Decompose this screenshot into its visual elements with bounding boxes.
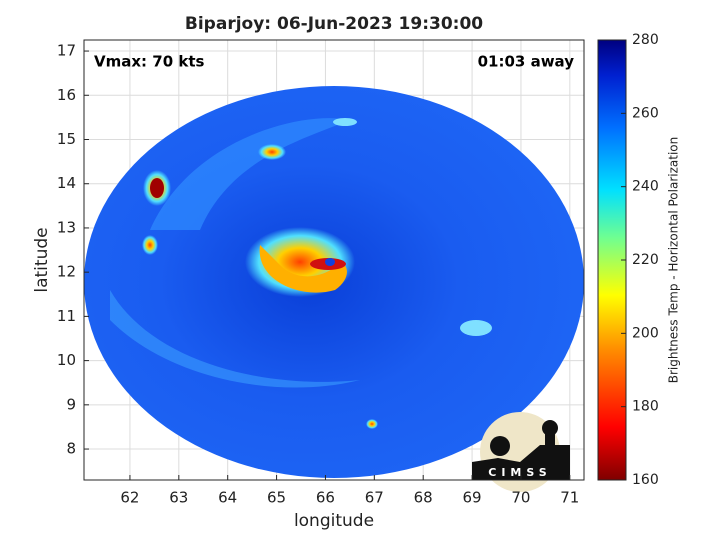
cloud-band xyxy=(150,118,350,230)
logo-text: CIMSS xyxy=(488,466,551,479)
chart-title: Biparjoy: 06-Jun-2023 19:30:00 xyxy=(185,14,483,34)
x-axis-label: longitude xyxy=(294,511,374,531)
convection xyxy=(258,144,286,160)
logo-silhouette xyxy=(472,430,570,480)
x-tick-label: 64 xyxy=(218,489,237,507)
y-tick-label: 8 xyxy=(66,440,76,458)
colorbar-tick-label: 180 xyxy=(632,399,659,415)
y-tick-label: 10 xyxy=(57,351,76,369)
colorbar-tick-label: 220 xyxy=(632,252,659,268)
y-tick-label: 11 xyxy=(57,307,76,325)
x-tick-label: 65 xyxy=(267,489,286,507)
satellite-image xyxy=(84,86,584,478)
convection xyxy=(366,419,378,429)
y-tick-label: 13 xyxy=(57,218,76,236)
logo-dish xyxy=(490,436,510,456)
x-tick-label: 67 xyxy=(365,489,384,507)
colorbar-tick-label: 160 xyxy=(632,472,659,488)
convection xyxy=(150,178,164,198)
logo-tower xyxy=(542,420,558,436)
convection xyxy=(142,235,158,255)
x-tick-label: 70 xyxy=(511,489,530,507)
colorbar-tick-label: 280 xyxy=(632,32,659,48)
x-tick-label: 69 xyxy=(463,489,482,507)
x-tick-label: 63 xyxy=(169,489,188,507)
colorbar-tick-label: 200 xyxy=(632,325,659,341)
colorbar: Brightness Temp - Horizontal Polarizatio… xyxy=(597,32,681,488)
convection xyxy=(460,320,492,336)
colorbar-label: Brightness Temp - Horizontal Polarizatio… xyxy=(667,137,681,384)
logo: CIMSS xyxy=(472,412,570,492)
annotation: Vmax: 70 kts xyxy=(94,53,204,71)
y-tick-label: 9 xyxy=(66,395,76,413)
convection xyxy=(333,118,357,126)
y-tick-label: 14 xyxy=(57,174,76,192)
annotation: 01:03 away xyxy=(478,53,575,71)
y-tick-label: 17 xyxy=(57,42,76,60)
x-tick-label: 68 xyxy=(414,489,433,507)
plot-area: CIMSS Biparjoy: 06-Jun-2023 19:30:00 Vma… xyxy=(32,14,585,531)
x-tick-label: 71 xyxy=(560,489,579,507)
eyewall xyxy=(259,245,347,293)
x-tick-label: 66 xyxy=(316,489,335,507)
plot-frame xyxy=(83,39,585,481)
y-tick-label: 15 xyxy=(57,130,76,148)
y-tick-label: 12 xyxy=(57,263,76,281)
eye xyxy=(325,258,335,266)
y-axis-label: latitude xyxy=(32,227,52,292)
colorbar-tick-label: 260 xyxy=(632,105,659,121)
colorbar-tick-label: 240 xyxy=(632,179,659,195)
x-tick-label: 62 xyxy=(120,489,139,507)
y-tick-label: 16 xyxy=(57,86,76,104)
